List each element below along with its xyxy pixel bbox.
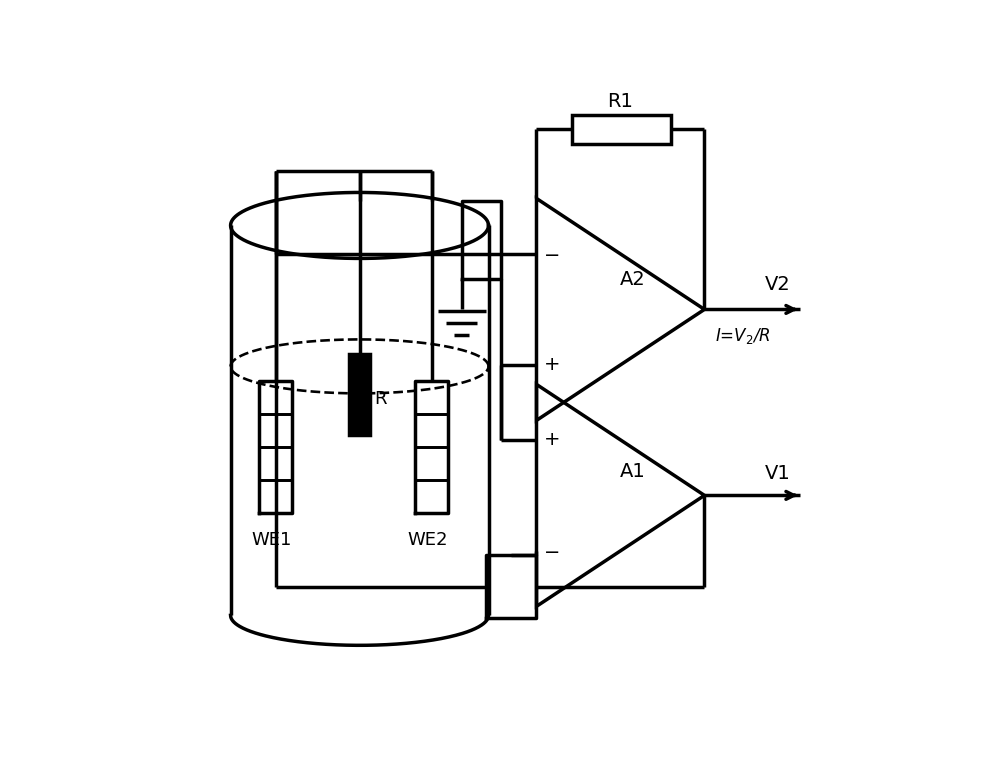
Text: A1: A1: [620, 462, 645, 481]
Text: R: R: [375, 390, 387, 408]
Text: $-$: $-$: [543, 541, 560, 560]
Bar: [349, 354, 370, 435]
Text: R1: R1: [608, 93, 633, 111]
Text: WE1: WE1: [251, 531, 292, 549]
Text: V1: V1: [764, 464, 790, 483]
Text: I=V$_2$/R: I=V$_2$/R: [715, 326, 771, 347]
Text: $+$: $+$: [543, 430, 560, 449]
Bar: [572, 115, 671, 144]
Text: $+$: $+$: [543, 355, 560, 375]
Text: V2: V2: [764, 276, 790, 294]
Text: $-$: $-$: [543, 245, 560, 263]
Text: A2: A2: [620, 270, 645, 289]
Text: WE2: WE2: [407, 531, 448, 549]
